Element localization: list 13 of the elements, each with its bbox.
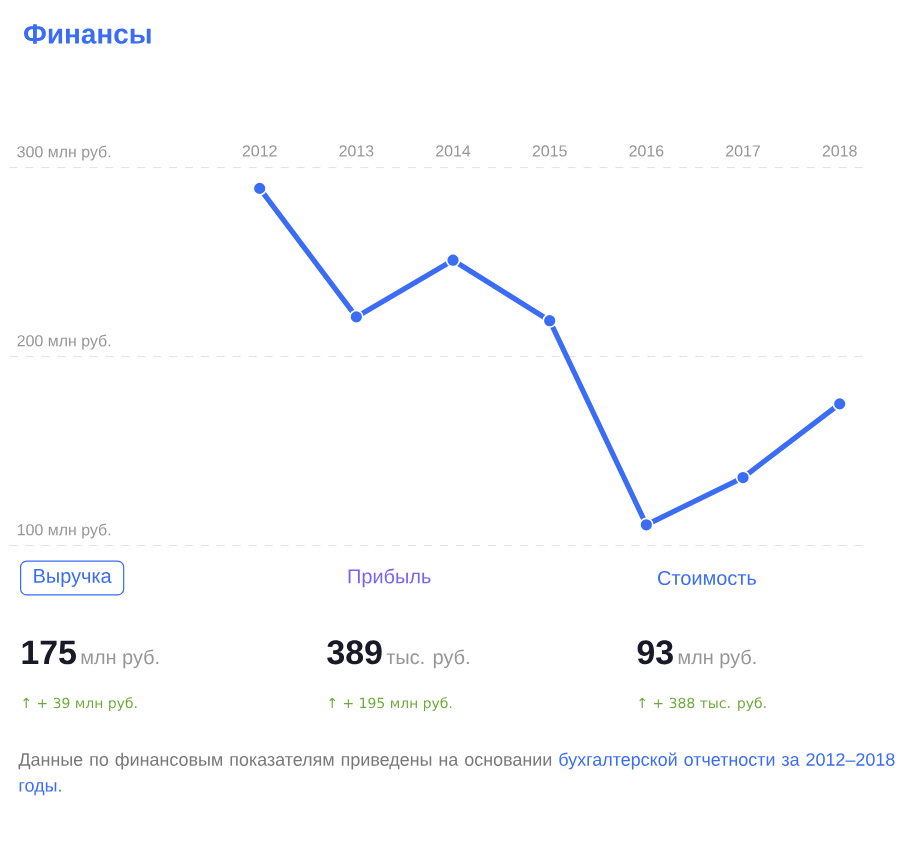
text: бухгалтерской отчетности за 2012–2018	[559, 752, 895, 770]
text: тыс. руб.	[386, 649, 469, 669]
text: Выручка	[34, 569, 112, 587]
text: годы.	[19, 781, 61, 796]
text: Стоимость	[658, 570, 756, 586]
chart-title: Финансы	[24, 24, 151, 44]
text: Данные по финансовым показателям приведены на основании	[18, 752, 552, 770]
text: 175	[22, 640, 76, 665]
text: млн руб.	[81, 649, 159, 669]
text: млн руб.	[678, 649, 756, 669]
text: 389	[327, 640, 382, 665]
text: Прибыль	[348, 568, 431, 588]
text: 93	[637, 640, 673, 665]
